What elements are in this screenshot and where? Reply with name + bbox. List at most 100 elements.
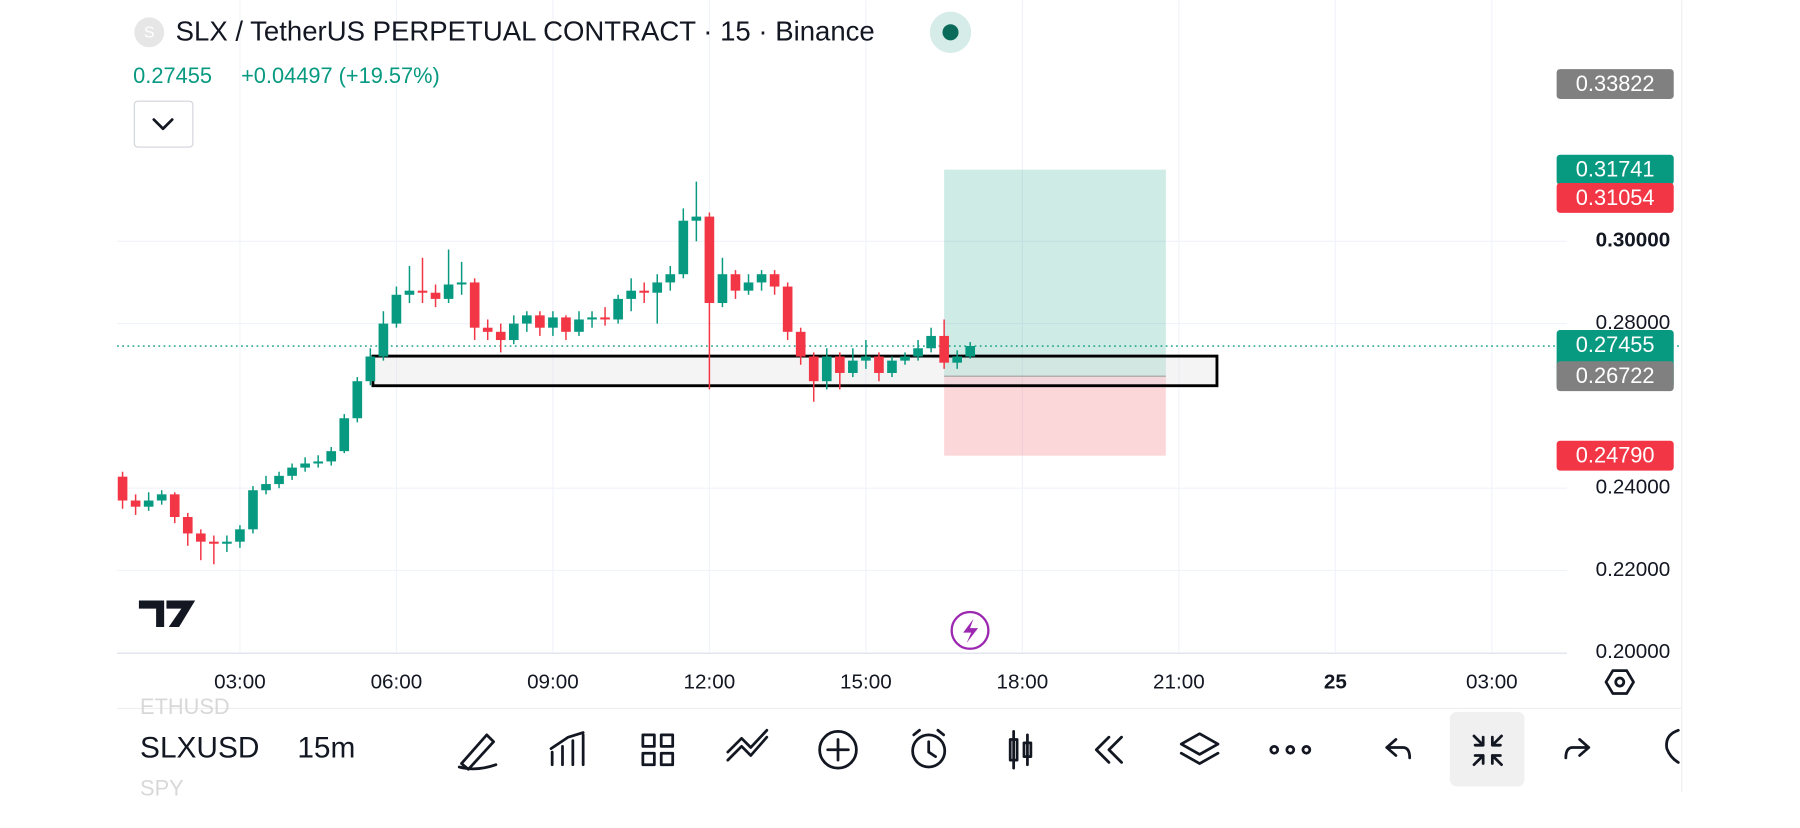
undo-icon[interactable] <box>1385 738 1412 760</box>
draw-icon[interactable] <box>457 733 498 771</box>
fullscreen-button[interactable] <box>1449 711 1525 787</box>
candle-body <box>939 335 949 363</box>
zone-rectangle <box>371 354 1219 388</box>
candle-body <box>143 500 154 507</box>
candle-body <box>665 274 676 283</box>
candle-body <box>587 317 597 320</box>
idea-icon[interactable] <box>1665 728 1680 764</box>
candle-body <box>574 319 584 332</box>
x-tick-label: 06:00 <box>371 671 423 694</box>
price-badge <box>1556 69 1674 99</box>
templates-icon[interactable] <box>726 728 769 762</box>
candle-body <box>808 356 819 382</box>
more-dot[interactable] <box>1301 744 1312 755</box>
candle-body <box>300 463 310 468</box>
settings-icon-dot <box>1614 676 1626 688</box>
candle-body <box>182 516 193 534</box>
symbol[interactable]: SLXUSD <box>140 732 259 765</box>
candle-body <box>678 220 689 275</box>
candle-body <box>613 298 623 320</box>
candle-body <box>456 282 467 285</box>
collapse-button[interactable] <box>133 100 194 148</box>
price-badge <box>1556 361 1674 392</box>
candle-body <box>222 541 232 544</box>
candle-body <box>378 323 389 357</box>
candle-body <box>469 282 480 328</box>
candle-body <box>965 346 976 357</box>
candle-body <box>169 494 180 517</box>
candle-body <box>821 356 832 382</box>
candle-body <box>795 331 806 357</box>
candle-body <box>339 418 350 452</box>
x-tick-label: 25 <box>1324 671 1347 694</box>
x-tick-label: 18:00 <box>997 671 1049 694</box>
candle-body <box>691 216 702 221</box>
replay-icon[interactable] <box>1094 735 1123 764</box>
candle-body <box>861 356 871 361</box>
candle-body <box>261 484 271 491</box>
x-tick-label: 12:00 <box>684 671 736 694</box>
lightning <box>963 618 979 644</box>
price-badge-label: 0.27455 <box>1576 332 1655 357</box>
last-price: 0.27455 <box>133 63 212 88</box>
candle-body <box>195 533 206 542</box>
candle-body <box>548 317 558 328</box>
stop-loss-zone <box>944 376 1166 456</box>
candle-body <box>535 315 545 328</box>
candle-body <box>756 274 767 283</box>
price-badge-label: 0.31054 <box>1576 185 1655 210</box>
candle-body <box>156 494 167 501</box>
x-tick-label: 09:00 <box>527 671 579 694</box>
add-icon[interactable] <box>818 730 858 770</box>
candle-body <box>508 323 519 341</box>
grid <box>117 0 1567 654</box>
settings-icon[interactable] <box>1604 669 1635 695</box>
candle-body <box>652 282 663 293</box>
symbol-title: SLX / TetherUS PERPETUAL CONTRACT · 15 ·… <box>176 16 875 47</box>
price-badge-label: 0.24790 <box>1576 443 1655 468</box>
candle-body <box>287 467 297 476</box>
y-tick-label: 0.22000 <box>1596 558 1671 581</box>
price-badge <box>1556 182 1674 213</box>
candle-body <box>404 290 415 295</box>
y-tick-label: 0.30000 <box>1596 229 1671 252</box>
interval[interactable]: 15m <box>297 732 355 765</box>
candle-body <box>522 315 532 324</box>
layout-icon[interactable] <box>641 733 675 767</box>
candle-body <box>495 331 506 341</box>
candle-body <box>561 317 571 332</box>
layers-icon[interactable] <box>1179 732 1220 765</box>
candle-body <box>639 290 650 293</box>
chart-type-icon[interactable] <box>1008 730 1033 770</box>
price-badge-label: 0.33822 <box>1576 71 1655 96</box>
candle-body <box>443 284 454 299</box>
candle-body <box>326 451 337 462</box>
candle-body <box>600 317 610 320</box>
candle-body <box>248 490 258 530</box>
y-tick-label: 0.20000 <box>1596 640 1671 663</box>
candle-body <box>117 476 128 501</box>
candle-body <box>313 461 324 464</box>
more-dot[interactable] <box>1269 744 1280 755</box>
symbol-icon <box>134 17 165 48</box>
more-dot[interactable] <box>1285 744 1296 755</box>
candle-body <box>209 541 219 544</box>
indicators-icon[interactable] <box>549 731 585 767</box>
candle-body <box>900 356 910 361</box>
symbol-icon-letter: S <box>144 24 155 42</box>
candle-body <box>730 274 741 291</box>
candle-body <box>926 335 936 349</box>
tv-logo <box>138 600 196 627</box>
fullscreen-icon <box>1472 734 1503 767</box>
time-axis: 03:00 06:00 09:00 12:00 15:00 18:00 21:00 25 03:… <box>214 671 1518 694</box>
redo-icon[interactable] <box>1564 738 1591 760</box>
prev-symbol: ETHUSD <box>140 694 230 719</box>
alert-icon[interactable] <box>911 733 947 769</box>
candles <box>117 181 976 565</box>
x-tick-label: 15:00 <box>840 671 892 694</box>
candle-body <box>874 356 884 373</box>
chevron-icon <box>152 118 174 131</box>
candle-body <box>769 274 780 287</box>
